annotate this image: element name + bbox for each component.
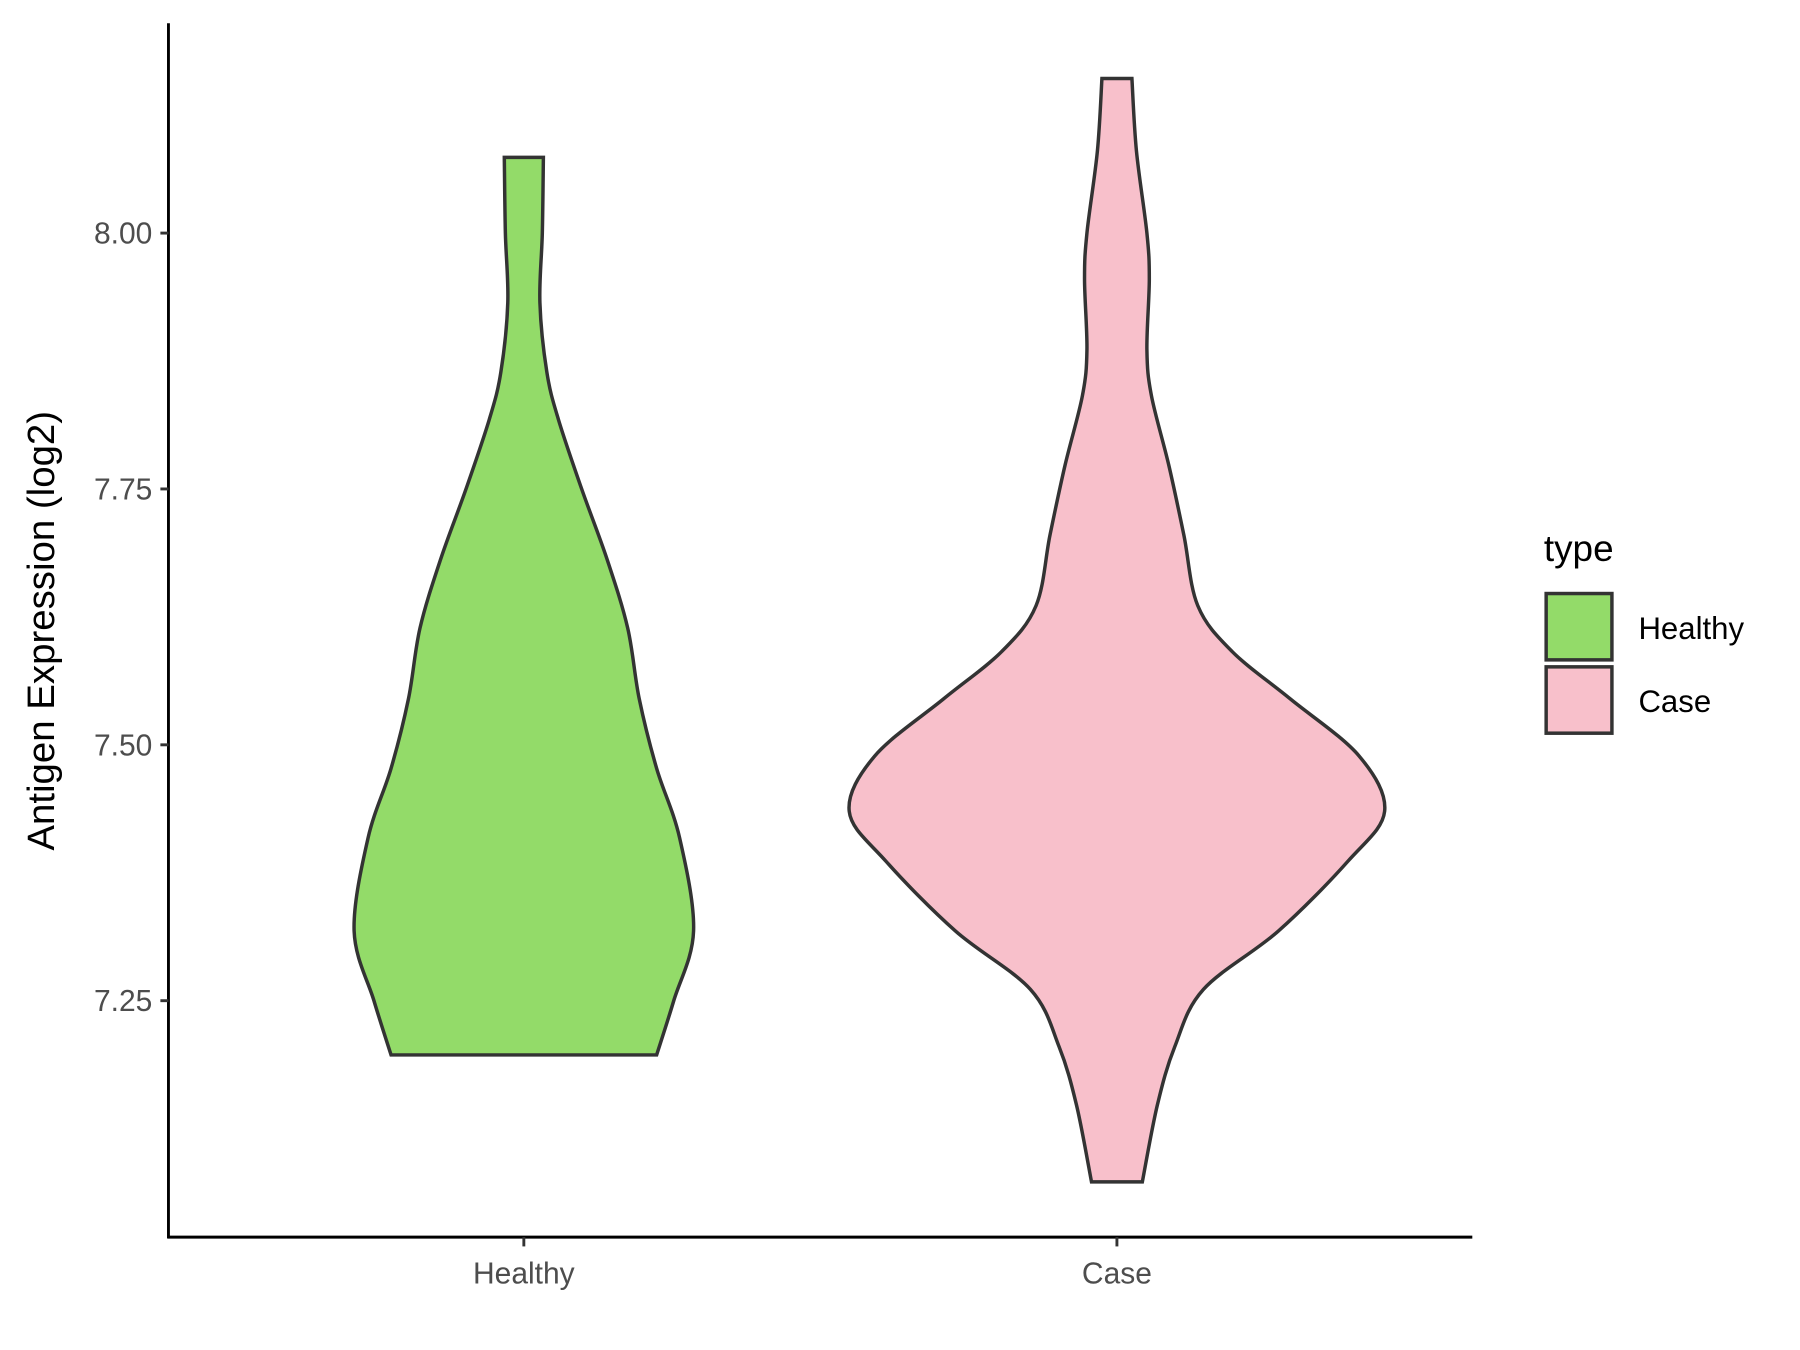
y-tick-label: 7.75 — [94, 473, 152, 506]
x-tick-label: Healthy — [473, 1258, 575, 1291]
legend-title: type — [1544, 527, 1614, 569]
legend-key-case — [1544, 665, 1614, 735]
y-tick-label: 8.00 — [94, 217, 152, 250]
y-ticks: 7.25 7.50 7.75 8.00 — [94, 217, 169, 1018]
violins — [352, 76, 1387, 1184]
legend: type Healthy Case — [1544, 527, 1744, 735]
legend-label-healthy: Healthy — [1638, 611, 1744, 646]
y-tick-label: 7.50 — [94, 729, 152, 762]
legend-label-case: Case — [1638, 684, 1711, 719]
y-tick-label: 7.25 — [94, 985, 152, 1018]
legend-key-healthy — [1544, 591, 1614, 662]
x-tick-label: Case — [1082, 1258, 1152, 1291]
y-axis-label: Antigen Expression (log2) — [20, 411, 63, 851]
violin-case — [847, 76, 1387, 1184]
x-ticks: Healthy Case — [473, 1237, 1152, 1291]
violin-healthy — [352, 155, 696, 1057]
